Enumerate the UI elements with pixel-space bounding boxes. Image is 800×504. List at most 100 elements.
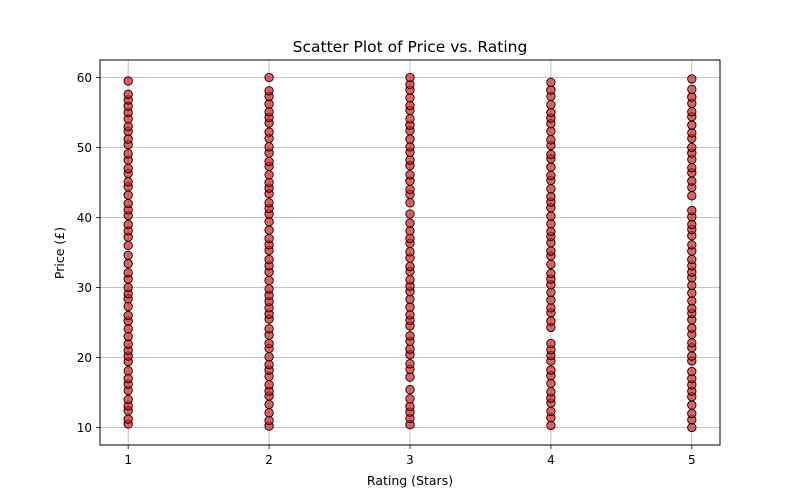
scatter-point xyxy=(546,191,556,202)
scatter-point xyxy=(405,302,415,312)
y-tick-label: 30 xyxy=(77,281,92,295)
scatter-point xyxy=(123,259,133,269)
scatter-point xyxy=(264,254,274,265)
scatter-point xyxy=(123,250,133,260)
scatter-point xyxy=(546,420,556,431)
y-tick-label: 50 xyxy=(77,141,92,155)
scatter-point xyxy=(546,226,556,237)
scatter-point xyxy=(687,351,697,361)
scatter-point xyxy=(264,275,274,286)
scatter-point xyxy=(687,142,697,153)
scatter-point xyxy=(123,268,133,278)
scatter-point xyxy=(687,163,697,173)
scatter-point xyxy=(546,77,556,88)
scatter-point xyxy=(546,170,556,181)
scatter-point xyxy=(687,240,697,250)
scatter-point xyxy=(405,100,415,111)
scatter-point xyxy=(687,338,697,348)
scatter-point xyxy=(405,385,415,395)
scatter-point xyxy=(546,387,556,397)
scatter-point xyxy=(687,288,697,298)
scatter-point xyxy=(546,100,556,110)
scatter-point xyxy=(405,394,415,404)
scatter-point xyxy=(405,155,415,165)
scatter-point xyxy=(546,162,556,172)
scatter-point xyxy=(123,121,133,132)
scatter-point xyxy=(687,84,697,95)
scatter-point xyxy=(687,191,697,201)
scatter-point xyxy=(687,422,697,433)
scatter-point xyxy=(546,259,556,270)
scatter-point xyxy=(687,128,697,138)
scatter-point xyxy=(405,142,415,152)
points-layer xyxy=(123,72,697,433)
x-tick-label: 4 xyxy=(547,453,555,467)
scatter-point xyxy=(405,209,415,219)
scatter-point xyxy=(264,380,274,390)
scatter-point xyxy=(123,76,133,86)
scatter-point xyxy=(264,127,274,137)
scatter-point xyxy=(546,295,556,305)
scatter-point xyxy=(123,414,133,424)
scatter-point xyxy=(687,92,697,102)
scatter-point xyxy=(405,401,415,412)
scatter-point xyxy=(123,149,133,159)
scatter-point xyxy=(546,85,556,95)
scatter-point xyxy=(405,344,415,354)
scatter-point xyxy=(264,170,274,180)
y-tick-label: 20 xyxy=(77,351,92,365)
scatter-point xyxy=(123,282,133,293)
scatter-point xyxy=(405,170,415,180)
scatter-point xyxy=(546,126,556,137)
scatter-point xyxy=(687,219,697,230)
scatter-point xyxy=(546,219,556,229)
x-tick-label: 2 xyxy=(265,453,273,467)
scatter-point xyxy=(264,359,274,370)
scatter-point xyxy=(264,225,274,235)
scatter-point xyxy=(546,211,556,221)
scatter-point xyxy=(123,339,133,349)
scatter-point xyxy=(405,198,415,208)
scatter-point xyxy=(687,366,697,377)
scatter-point xyxy=(264,217,274,227)
scatter-point xyxy=(264,177,274,188)
scatter-point xyxy=(687,303,697,314)
scatter-point xyxy=(546,184,556,194)
scatter-point xyxy=(687,107,697,117)
scatter-point xyxy=(264,399,274,410)
scatter-point xyxy=(405,72,415,83)
scatter-point xyxy=(123,310,133,321)
scatter-point xyxy=(264,338,274,349)
scatter-point xyxy=(405,218,415,228)
scatter-point xyxy=(687,400,697,410)
scatter-point xyxy=(123,89,133,99)
scatter-point xyxy=(405,359,415,369)
scatter-point xyxy=(405,93,415,103)
x-tick-label: 3 xyxy=(406,453,414,467)
scatter-point xyxy=(123,394,133,405)
scatter-point xyxy=(264,198,274,208)
y-tick-label: 40 xyxy=(77,211,92,225)
scatter-point xyxy=(405,294,415,305)
scatter-point xyxy=(405,247,415,257)
scatter-point xyxy=(123,301,133,312)
scatter-point xyxy=(405,226,415,236)
scatter-point xyxy=(405,134,415,144)
scatter-point xyxy=(546,268,556,279)
scatter-point xyxy=(687,323,697,333)
scatter-point xyxy=(264,352,274,362)
scatter-point xyxy=(687,280,697,291)
scatter-point xyxy=(123,366,133,376)
scatter-point xyxy=(546,316,556,326)
scatter-point xyxy=(687,205,697,216)
scatter-point xyxy=(546,406,556,417)
scatter-point xyxy=(405,261,415,272)
ticks-layer: 1 2 3 4 5 10 20 30 40 50 60 xyxy=(77,71,696,467)
scatter-point xyxy=(405,275,415,285)
x-tick-label: 1 xyxy=(124,453,132,467)
scatter-point xyxy=(546,107,556,118)
scatter-point xyxy=(687,74,697,84)
scatter-point xyxy=(264,86,274,96)
